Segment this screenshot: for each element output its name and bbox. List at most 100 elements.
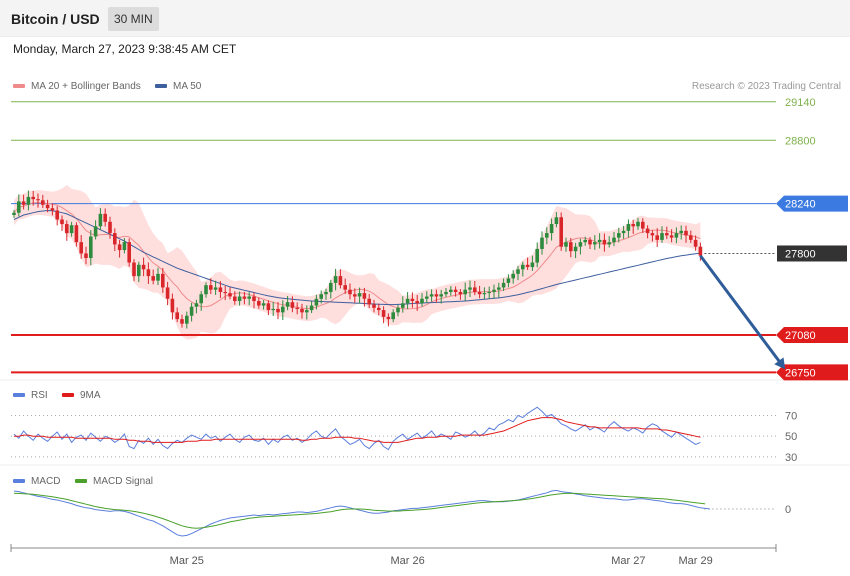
candle-body [50,208,55,211]
candle-body [175,312,179,320]
legend-swatch [13,393,25,398]
candle-body [665,233,669,236]
candle-body [545,233,549,238]
candle-93 [458,289,463,300]
legend-ma20: MA 20 + Bollinger Bands [13,81,141,92]
candle-body [132,262,136,277]
candle-body [439,294,443,297]
price-label-current: 27800 [785,248,816,260]
candle-104 [511,270,515,284]
legend-ma50: MA 50 [155,81,201,92]
candle-45 [228,287,232,300]
candle-4 [31,190,35,206]
candle-body [74,225,79,243]
x-tick-label: Mar 26 [390,555,424,567]
candle-body [343,285,347,290]
candle-body [420,298,424,304]
candle-102 [501,278,506,291]
candle-50 [252,292,256,309]
candle-body [377,307,381,311]
legend-label: MA 20 + Bollinger Bands [31,81,141,92]
candle-36 [185,311,189,329]
candle-107 [525,257,530,271]
candle-7 [45,199,50,213]
candle-body [41,200,45,205]
candle-110 [540,231,544,255]
candle-84 [415,295,419,311]
candle-21 [113,228,117,251]
candle-130 [636,217,640,230]
candle-body [69,225,74,234]
candle-body [669,235,674,238]
candle-body [348,289,352,295]
candle-body [612,237,616,243]
candle-125 [612,231,616,247]
candle-body [281,306,285,313]
candle-body [468,287,472,290]
candle-67 [333,268,338,291]
candle-body [26,196,31,205]
candle-body [165,287,170,299]
candle-94 [463,282,467,301]
candle-61 [305,305,309,320]
candle-141 [689,230,693,244]
candle-body [621,230,626,234]
rsi-9ma-line [14,417,701,443]
candle-38 [194,299,199,314]
candle-24 [127,238,131,267]
price-tag-27080 [776,326,848,343]
candle-body [209,285,213,290]
candle-body [492,289,496,292]
price-label-26750: 26750 [785,367,816,379]
candle-body [223,291,227,294]
candle-101 [497,282,501,298]
candle-140 [684,225,688,243]
x-tick-label: Mar 29 [678,555,712,567]
candle-80 [396,304,400,317]
candle-32 [165,281,170,306]
candle-108 [530,255,535,271]
candle-122 [597,233,602,249]
legend-swatch [13,84,25,89]
legend-label: 9MA [80,390,101,401]
candle-body [554,217,559,225]
candle-body [506,278,511,283]
candle-body [324,291,328,295]
candle-body [199,294,203,304]
candle-90 [444,288,448,298]
candle-body [449,289,453,292]
candle-body [180,319,184,324]
candle-body [55,210,59,220]
candle-137 [669,229,674,243]
candle-body [573,246,578,252]
candle-16 [89,230,93,266]
timeframe-button[interactable]: 30 MIN [108,7,159,31]
candle-body [458,291,463,295]
ma20-line [13,201,701,310]
rsi-tick-70: 70 [785,411,797,423]
candle-body [444,291,448,295]
candle-129 [631,219,635,234]
candle-body [578,242,583,247]
candle-12 [69,221,74,237]
candle-96 [473,280,477,296]
timestamp: Monday, March 27, 2023 9:38:45 AM CET [13,42,237,56]
candle-113 [554,212,559,228]
legend-label: RSI [31,390,48,401]
candle-72 [357,287,362,304]
rsi-tick-30: 30 [785,452,797,464]
price-label-27080: 27080 [785,330,816,342]
candle-55 [276,302,280,320]
candle-body [597,239,602,243]
candle-body [276,308,280,313]
candle-15 [84,246,88,265]
candle-body [228,293,232,297]
candle-0 [12,209,16,218]
candle-body [487,291,491,294]
candle-25 [132,259,136,282]
candle-28 [146,262,151,284]
candle-body [386,316,391,320]
candle-body [607,242,611,245]
candle-body [103,213,107,222]
candle-body [329,282,333,292]
